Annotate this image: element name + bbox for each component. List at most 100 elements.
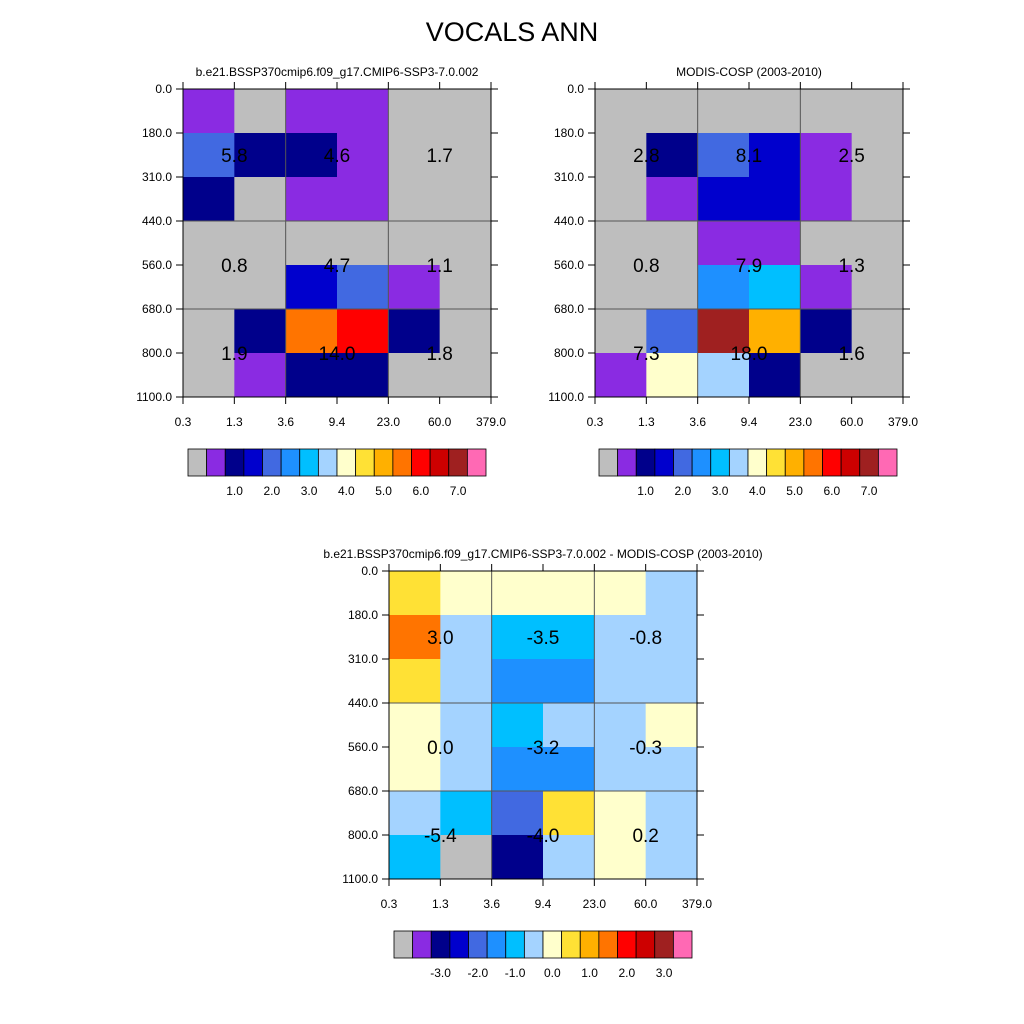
y-tick-label: 0.0	[155, 82, 172, 96]
box-value: 2.8	[633, 146, 659, 167]
heat-cell	[388, 265, 441, 310]
heat-cell	[646, 177, 699, 222]
y-tick-label: 560.0	[554, 258, 584, 272]
heat-cell	[183, 309, 235, 354]
main-title: VOCALS ANN	[425, 17, 599, 47]
colorbar-swatch	[691, 448, 712, 477]
colorbar-label: -2.0	[467, 966, 488, 980]
heat-cell	[645, 835, 698, 880]
heat-cell	[594, 703, 647, 748]
colorbar-label: -3.0	[430, 966, 451, 980]
colorbar-swatch	[299, 448, 319, 477]
y-tick-label: 800.0	[554, 346, 584, 360]
heat-cell	[388, 309, 441, 354]
heat-cell	[851, 89, 904, 134]
heat-cell	[389, 747, 441, 792]
panel-title: MODIS-COSP (2003-2010)	[676, 65, 822, 79]
heat-cell	[234, 177, 287, 222]
heat-cell	[749, 89, 801, 134]
heat-cell	[851, 221, 904, 266]
heat-cell	[645, 571, 698, 616]
heat-cell	[389, 615, 441, 660]
box-value: 2.5	[838, 146, 864, 167]
heat-cell	[851, 353, 904, 398]
heat-cell	[749, 221, 801, 266]
y-tick-label: 440.0	[142, 214, 172, 228]
heat-cell	[388, 177, 441, 222]
colorbar-swatch	[710, 448, 730, 477]
x-tick-label: 60.0	[634, 897, 658, 911]
x-tick-label: 1.3	[638, 415, 655, 429]
colorbar-swatch	[728, 448, 749, 477]
colorbar-swatch	[766, 448, 786, 477]
heat-cell	[697, 177, 750, 222]
colorbar-swatch	[747, 448, 768, 477]
panel-title: b.e21.BSSP370cmip6.f09_g17.CMIP6-SSP3-7.…	[323, 547, 762, 561]
x-tick-label: 9.4	[535, 897, 552, 911]
y-tick-label: 180.0	[142, 126, 172, 140]
heat-cell	[543, 703, 595, 748]
heat-cell	[646, 353, 699, 398]
box-value: 5.8	[221, 146, 247, 167]
colorbar-swatch	[840, 448, 861, 477]
colorbar-swatch	[336, 448, 357, 477]
heat-cell	[697, 89, 750, 134]
heat-cell	[595, 177, 647, 222]
heat-cell	[594, 571, 647, 616]
colorbar-swatch	[505, 930, 525, 959]
colorbar-swatch	[654, 930, 674, 959]
y-tick-label: 310.0	[554, 170, 584, 184]
colorbar-label: 6.0	[823, 484, 840, 498]
colorbar-label: 5.0	[786, 484, 803, 498]
heat-cell	[439, 177, 492, 222]
colorbar-swatch	[412, 930, 432, 959]
x-tick-label: 23.0	[789, 415, 813, 429]
heat-cell	[439, 133, 492, 178]
box-value: -3.2	[527, 738, 560, 759]
heat-cell	[285, 265, 338, 310]
heat-cell	[800, 265, 853, 310]
y-tick-label: 560.0	[348, 740, 378, 754]
x-tick-label: 3.6	[483, 897, 500, 911]
panel-title: b.e21.BSSP370cmip6.f09_g17.CMIP6-SSP3-7.…	[196, 65, 479, 79]
box-value: 0.8	[633, 256, 659, 277]
heat-cell	[389, 571, 441, 616]
heat-cell	[388, 221, 441, 266]
heat-cell	[183, 221, 235, 266]
heat-cell	[697, 221, 750, 266]
colorbar-swatch	[392, 448, 412, 477]
colorbar-label: 7.0	[861, 484, 878, 498]
heat-cell	[646, 89, 699, 134]
heat-cell	[800, 133, 853, 178]
heat-cell	[440, 835, 493, 880]
y-tick-label: 310.0	[142, 170, 172, 184]
colorbar-swatch	[466, 448, 487, 477]
heat-cell	[439, 221, 492, 266]
y-tick-label: 800.0	[348, 828, 378, 842]
box-value: 0.2	[632, 826, 658, 847]
panel-2: 0.0180.0310.0440.0560.0680.0800.01100.00…	[548, 65, 918, 498]
colorbar-swatch	[784, 448, 805, 477]
box-value: -5.4	[424, 826, 457, 847]
y-tick-label: 680.0	[348, 784, 378, 798]
heat-cell	[491, 835, 544, 880]
colorbar-swatch	[206, 448, 226, 477]
colorbar-label: 4.0	[338, 484, 355, 498]
box-value: 0.0	[427, 738, 453, 759]
colorbar: 1.0 2.0 3.0 4.0 5.0 6.0 7.0	[598, 448, 898, 498]
heat-cell	[440, 791, 493, 836]
box-value: 7.9	[736, 256, 762, 277]
heat-cell	[594, 791, 647, 836]
heat-cell	[388, 133, 441, 178]
heat-cell	[337, 353, 389, 398]
colorbar-label: -1.0	[505, 966, 526, 980]
x-tick-label: 379.0	[476, 415, 506, 429]
heat-cell	[697, 265, 750, 310]
colorbar-swatch	[393, 930, 414, 959]
y-tick-label: 180.0	[348, 608, 378, 622]
y-tick-label: 440.0	[348, 696, 378, 710]
heat-cell	[440, 571, 493, 616]
heat-cell	[595, 265, 647, 310]
colorbar-label: 1.0	[581, 966, 598, 980]
heat-cell	[543, 659, 595, 704]
